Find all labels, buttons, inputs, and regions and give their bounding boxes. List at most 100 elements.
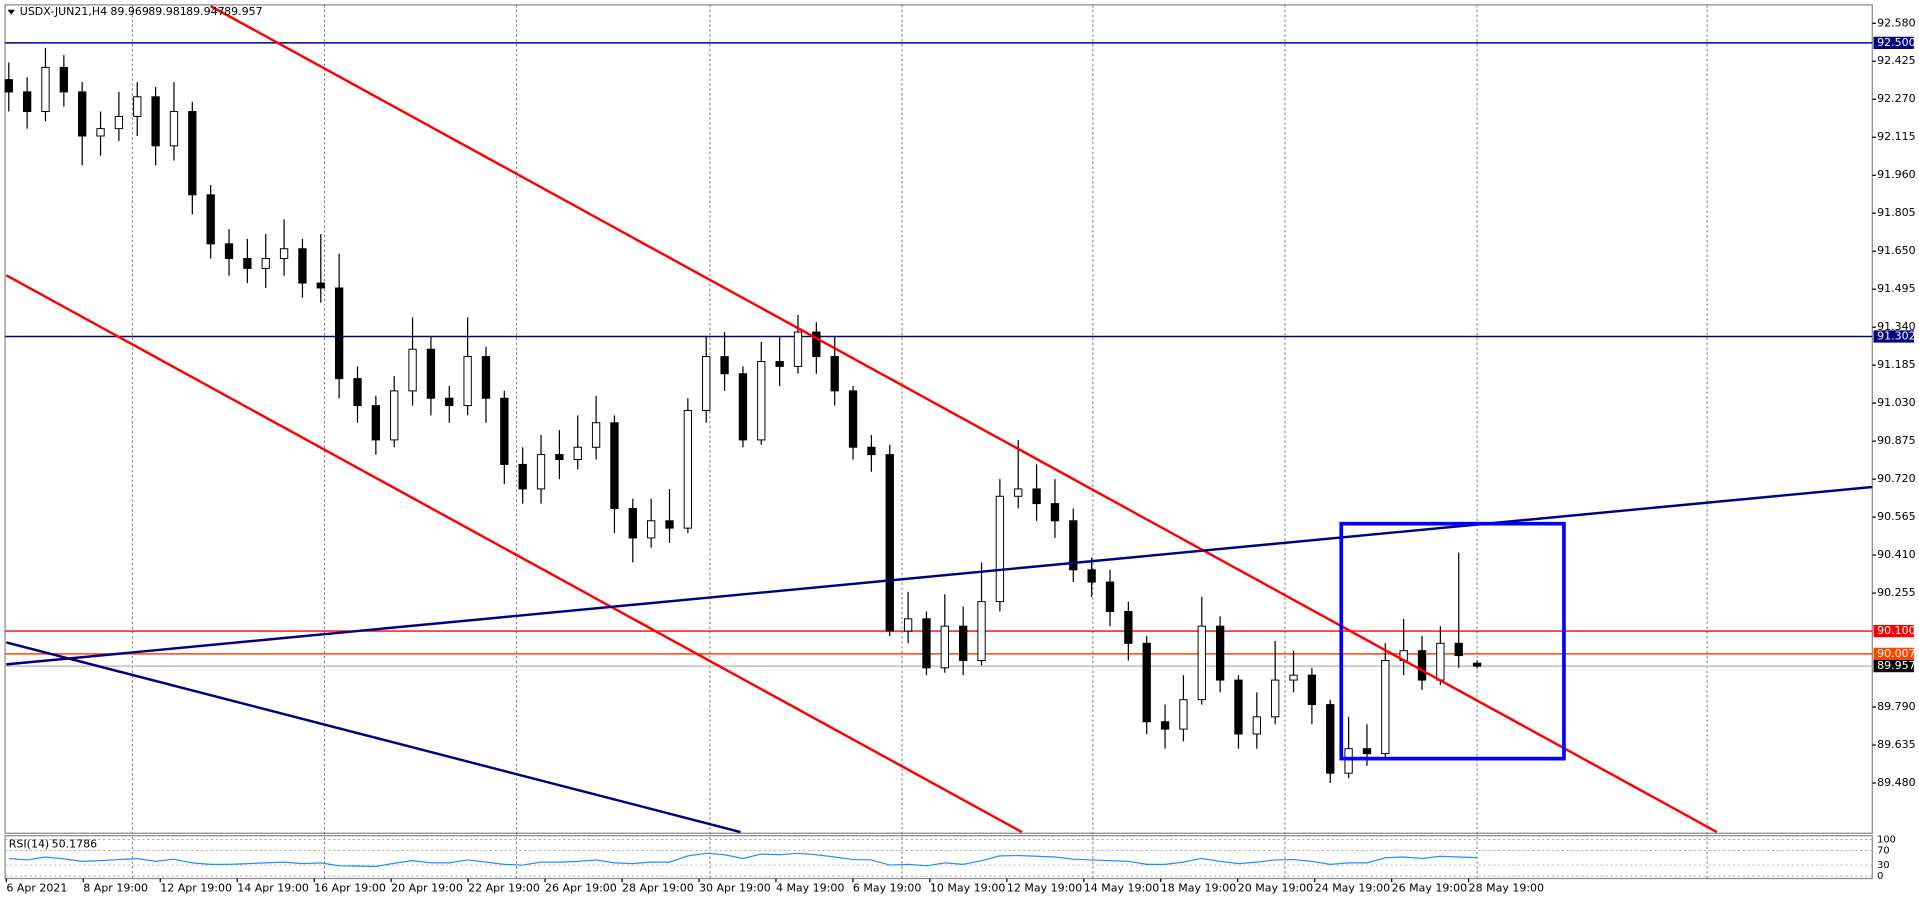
candle-body: [316, 282, 325, 289]
indicator-value: 50.1786: [52, 837, 97, 850]
candle-body: [500, 397, 509, 465]
drawings: [5, 5, 1873, 834]
y-tick-label: 92.270: [1877, 92, 1915, 105]
candle-body: [922, 618, 931, 669]
y-tick-label: 91.650: [1877, 244, 1915, 257]
candle-body: [757, 360, 766, 441]
vertical-grid: [131, 4, 1708, 879]
candle-body: [114, 115, 124, 130]
y-tick-label: 91.805: [1877, 206, 1915, 219]
candle-body: [646, 520, 656, 539]
candle-body: [1271, 679, 1280, 718]
level-label-box: [1873, 624, 1914, 638]
candle-body: [1472, 662, 1482, 667]
candle-body: [573, 446, 582, 461]
x-tick-label: 4 May 19:00: [776, 881, 844, 894]
y-tick-label: 90.410: [1877, 548, 1915, 561]
candle-body: [995, 495, 1005, 603]
candle-body: [481, 356, 491, 399]
candle-body: [1014, 488, 1023, 497]
candle-body: [1124, 610, 1133, 644]
candle-body: [555, 454, 564, 461]
rsi-tick-label: 70: [1877, 845, 1889, 856]
x-tick-label: 28 Apr 19:00: [622, 881, 694, 894]
x-tick-label: 12 Apr 19:00: [160, 881, 232, 894]
rsi-line: [8, 852, 1478, 868]
menu-arrow[interactable]: [7, 9, 15, 15]
x-tick-label: 14 Apr 19:00: [237, 881, 309, 894]
candle-body: [1381, 659, 1390, 755]
candle-body: [702, 356, 711, 411]
ohlc-high: 89.981: [148, 5, 187, 18]
x-tick-label: 28 May 19:00: [1469, 881, 1544, 894]
level-label-box: [1873, 330, 1914, 343]
candle-body: [1326, 704, 1335, 774]
x-tick-label: 26 May 19:00: [1392, 881, 1467, 894]
y-tick-label: 89.790: [1877, 700, 1915, 713]
candle-body: [1417, 650, 1427, 681]
candle-body: [1289, 674, 1298, 681]
candle-body: [59, 66, 69, 93]
candle-body: [1197, 625, 1206, 701]
x-tick-label: 24 May 19:00: [1315, 881, 1390, 894]
candle-body: [1105, 581, 1115, 612]
candle-body: [977, 601, 986, 661]
candle-body: [536, 454, 546, 490]
candle-body: [1215, 625, 1225, 681]
y-tick-label: 91.960: [1877, 168, 1915, 181]
level-label: 92.500: [1877, 36, 1915, 49]
y-tick-label: 89.635: [1877, 738, 1915, 751]
rectangle: [1339, 521, 1566, 761]
candle-body: [243, 258, 252, 269]
candle-body: [1142, 642, 1151, 723]
candle-body: [1179, 699, 1188, 730]
candle-body: [334, 287, 344, 380]
candle-body: [848, 390, 858, 448]
candle-body: [1087, 569, 1096, 583]
x-tick-label: 10 May 19:00: [930, 881, 1005, 894]
candle-body: [133, 96, 142, 117]
candle-body: [1160, 721, 1170, 730]
y-tick-label: 90.875: [1877, 434, 1915, 447]
x-tick-label: 18 May 19:00: [1161, 881, 1236, 894]
candle-body: [261, 258, 270, 269]
ohlc-close: 89.957: [224, 5, 263, 18]
y-tick-label: 89.480: [1877, 776, 1915, 789]
y-tick-label: 91.030: [1877, 396, 1915, 409]
candle-body: [683, 410, 693, 529]
candle-body: [1252, 716, 1261, 735]
y-tick-label: 90.720: [1877, 472, 1915, 485]
rsi-tick-label: 0: [1877, 871, 1883, 882]
candle-body: [940, 625, 949, 669]
candle-body: [22, 91, 32, 112]
trend-line: [6, 485, 1873, 666]
candle-body: [959, 625, 968, 661]
candle-body: [96, 128, 105, 137]
candle-body: [903, 618, 913, 632]
x-tick-label: 16 Apr 19:00: [314, 881, 386, 894]
candle-body: [775, 360, 784, 367]
candle-body: [518, 463, 527, 490]
y-tick-label: 92.580: [1877, 16, 1915, 29]
candle-body: [463, 356, 472, 407]
candle-body: [408, 348, 417, 392]
y-tick-label: 92.425: [1877, 54, 1915, 67]
y-tick-label: 91.185: [1877, 358, 1915, 371]
ohlc-low: 89.947: [186, 5, 225, 18]
level-label: 91.302: [1877, 329, 1915, 342]
symbol: USDX-JUN21,H4: [20, 5, 107, 18]
candle-body: [1032, 488, 1041, 505]
y-tick-label: 91.340: [1877, 320, 1915, 333]
indicator-name: RSI(14): [9, 837, 49, 850]
x-tick-label: 14 May 19:00: [1084, 881, 1159, 894]
trend-line: [210, 5, 1718, 834]
candle-body: [188, 111, 197, 196]
y-tick-label: 92.115: [1877, 130, 1915, 143]
candle-body: [1050, 503, 1060, 522]
candle-body: [665, 520, 674, 529]
main-panel: [4, 4, 1873, 834]
x-tick-label: 26 Apr 19:00: [545, 881, 617, 894]
candle-body: [812, 331, 821, 358]
y-tick-label: 91.495: [1877, 282, 1915, 295]
